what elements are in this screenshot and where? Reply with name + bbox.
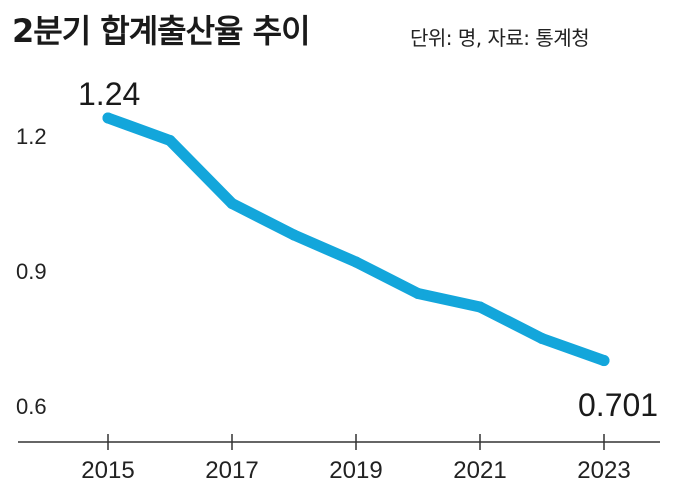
y-tick-labels: 1.2 0.9 0.6 xyxy=(16,124,47,419)
series-line xyxy=(102,112,610,367)
data-point xyxy=(598,355,610,367)
data-point xyxy=(536,333,548,344)
data-label: 0.701 xyxy=(578,387,658,423)
y-tick-label: 1.2 xyxy=(16,124,47,149)
x-tick-label: 2017 xyxy=(205,457,258,484)
data-point xyxy=(412,288,424,299)
data-point xyxy=(164,135,176,146)
x-tick-label: 2019 xyxy=(329,457,382,484)
x-tick-label: 2015 xyxy=(81,457,134,484)
series-layer xyxy=(102,112,610,367)
x-ticks: 2015 2017 2019 2021 2023 xyxy=(81,434,631,484)
data-point xyxy=(350,256,362,268)
x-tick-label: 2021 xyxy=(453,457,506,484)
x-tick-label: 2023 xyxy=(577,457,630,484)
y-tick-label: 0.6 xyxy=(16,394,47,419)
chart-title: 2분기 합계출산율 추이 xyxy=(12,12,311,50)
data-point xyxy=(474,301,486,313)
data-point xyxy=(102,112,114,124)
data-point xyxy=(226,198,238,209)
data-point xyxy=(288,229,300,241)
y-tick-label: 0.9 xyxy=(16,259,47,284)
annotation-layer: 1.24 0.701 xyxy=(78,76,658,423)
chart-subtitle: 단위: 명, 자료: 통계청 xyxy=(410,26,590,50)
data-label: 1.24 xyxy=(78,76,140,112)
